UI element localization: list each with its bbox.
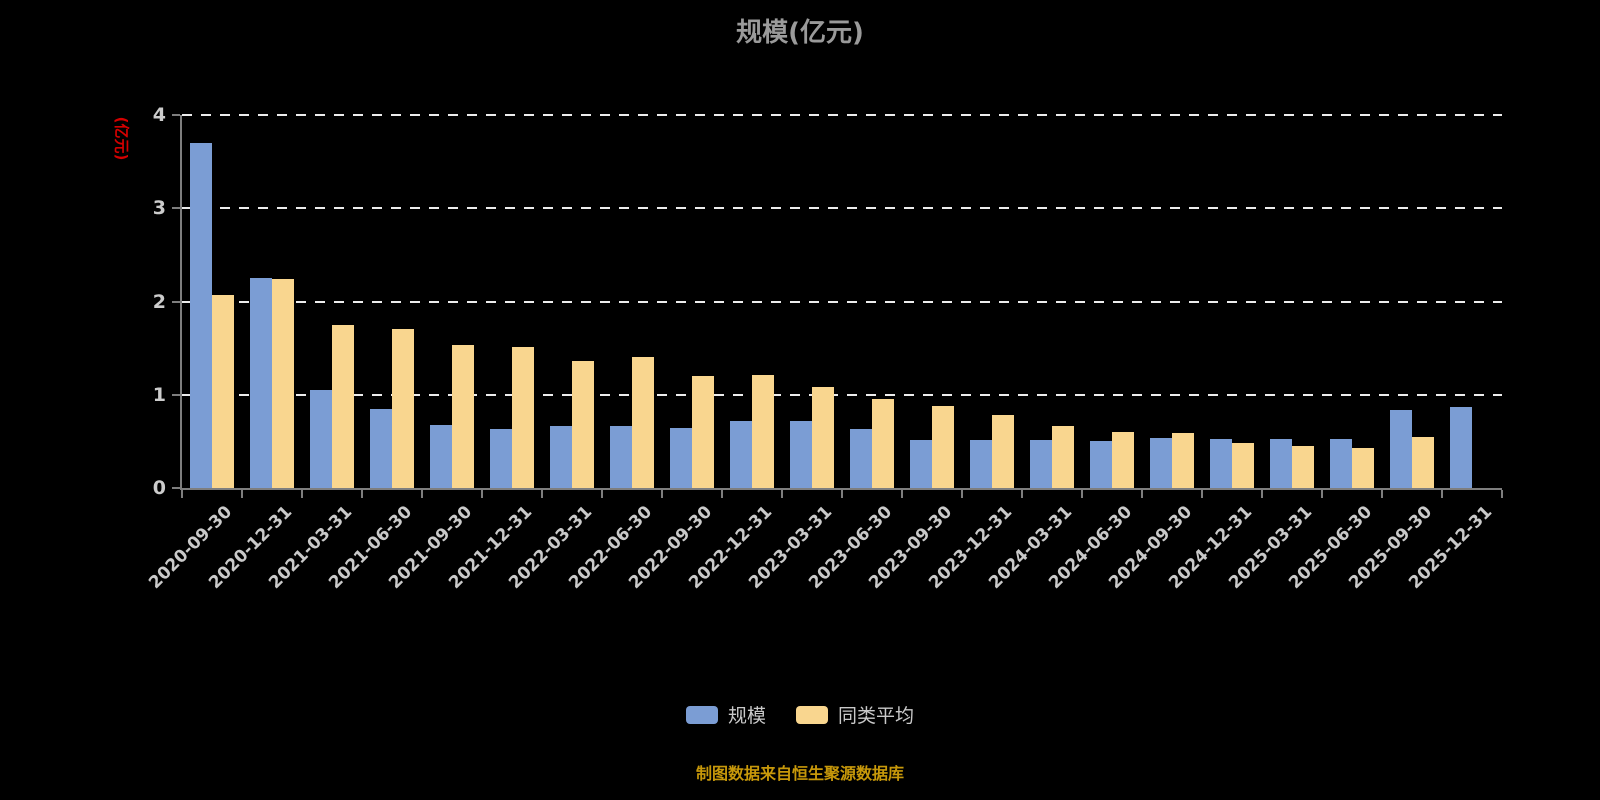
chart-title: 规模(亿元) xyxy=(736,18,864,48)
bar-同类平均-2021-12-31 xyxy=(512,347,534,488)
legend-item-scale[interactable]: 规模 xyxy=(685,701,766,728)
bar-规模-2022-03-31 xyxy=(550,426,572,488)
bar-同类平均-2022-09-30 xyxy=(692,376,714,488)
gridline-4 xyxy=(182,114,1502,116)
legend-swatch-scale xyxy=(685,705,718,724)
bar-规模-2021-03-31 xyxy=(310,390,332,488)
bar-同类平均-2022-12-31 xyxy=(752,375,774,488)
bar-规模-2023-06-30 xyxy=(850,429,872,488)
x-axis-tick xyxy=(1081,490,1083,498)
bar-规模-2021-12-31 xyxy=(490,429,512,488)
x-axis-tick xyxy=(1501,490,1503,498)
legend-label-average: 同类平均 xyxy=(838,705,915,727)
x-axis-tick xyxy=(661,490,663,498)
bar-规模-2024-09-30 xyxy=(1150,437,1172,488)
bar-规模-2022-09-30 xyxy=(670,428,692,488)
x-axis-tick xyxy=(421,490,423,498)
legend: 规模 同类平均 xyxy=(0,701,1600,728)
x-axis-tick xyxy=(901,490,903,498)
y-axis-label-0: 0 xyxy=(152,477,166,499)
bar-规模-2021-06-30 xyxy=(370,408,392,488)
y-axis-tick-1 xyxy=(172,393,180,396)
x-axis-tick xyxy=(781,490,783,498)
x-axis-tick xyxy=(1261,490,1263,498)
y-axis-tick-0 xyxy=(172,487,180,489)
bar-同类平均-2024-09-30 xyxy=(1172,432,1194,488)
x-axis-tick xyxy=(1321,490,1323,498)
x-axis-tick xyxy=(1381,490,1383,498)
bar-同类平均-2024-06-30 xyxy=(1112,432,1134,488)
gridline-1 xyxy=(182,393,1502,396)
gridline-2 xyxy=(182,300,1502,303)
bar-规模-2025-06-30 xyxy=(1330,438,1352,488)
bar-规模-2022-06-30 xyxy=(610,426,632,488)
bar-同类平均-2020-12-31 xyxy=(272,279,294,488)
y-axis-tick-3 xyxy=(172,207,180,210)
bar-同类平均-2023-03-31 xyxy=(812,387,834,488)
legend-swatch-average xyxy=(796,705,828,724)
bar-规模-2022-12-31 xyxy=(730,420,752,488)
bar-同类平均-2023-09-30 xyxy=(932,405,954,488)
bar-同类平均-2020-09-30 xyxy=(212,294,234,488)
y-axis-label-3: 3 xyxy=(152,197,166,220)
bar-规模-2025-12-31 xyxy=(1450,406,1472,488)
x-axis-tick xyxy=(601,490,603,498)
bar-规模-2023-09-30 xyxy=(910,439,932,488)
x-axis-tick xyxy=(181,490,183,498)
bar-同类平均-2025-03-31 xyxy=(1292,446,1314,488)
x-axis-tick xyxy=(1441,490,1443,498)
legend-label-scale: 规模 xyxy=(727,705,766,727)
bar-同类平均-2024-03-31 xyxy=(1052,425,1074,488)
x-axis-tick xyxy=(241,490,243,498)
x-axis-tick xyxy=(841,490,843,498)
x-axis-tick xyxy=(1141,490,1143,498)
x-axis-tick xyxy=(301,490,303,498)
bar-同类平均-2025-09-30 xyxy=(1412,436,1434,488)
bar-同类平均-2021-06-30 xyxy=(392,329,414,488)
y-axis-tick-2 xyxy=(172,300,180,303)
legend-item-average[interactable]: 同类平均 xyxy=(796,701,914,728)
bar-同类平均-2021-03-31 xyxy=(332,324,354,488)
plot-area: 0 1 2 3 4 2020-09-30 2020-12-31 2021-03-31 2021-… xyxy=(145,104,1503,593)
bar-规模-2021-09-30 xyxy=(430,424,452,488)
bar-规模-2025-09-30 xyxy=(1390,409,1412,488)
gridline-3 xyxy=(182,207,1502,210)
x-axis-tick xyxy=(1201,490,1203,498)
x-axis-tick xyxy=(961,490,963,498)
bar-规模-2025-03-31 xyxy=(1270,438,1292,488)
y-axis-label-4: 4 xyxy=(152,104,166,126)
bar-规模-2023-03-31 xyxy=(790,420,812,488)
bar-规模-2020-12-31 xyxy=(250,278,272,488)
bar-同类平均-2023-06-30 xyxy=(872,399,894,488)
x-axis-tick xyxy=(541,490,543,498)
x-axis-tick xyxy=(1021,490,1023,498)
bar-同类平均-2022-06-30 xyxy=(632,356,654,488)
bar-同类平均-2022-03-31 xyxy=(572,361,594,488)
source-note: 制图数据来自恒生聚源数据库 xyxy=(695,764,904,783)
bar-同类平均-2025-06-30 xyxy=(1352,447,1374,488)
bar-规模-2024-06-30 xyxy=(1090,441,1112,488)
x-axis-tick xyxy=(481,490,483,498)
x-axis-tick xyxy=(361,490,363,498)
bar-规模-2023-12-31 xyxy=(970,439,992,488)
bar-规模-2024-03-31 xyxy=(1030,440,1052,488)
bar-同类平均-2021-09-30 xyxy=(452,345,474,488)
y-axis-label-1: 1 xyxy=(152,383,166,406)
bar-规模-2024-12-31 xyxy=(1210,438,1232,488)
x-axis-tick xyxy=(721,490,723,498)
y-axis-label-2: 2 xyxy=(152,290,166,313)
y-axis-tick-4 xyxy=(172,114,180,116)
bar-同类平均-2023-12-31 xyxy=(992,415,1014,488)
bar-同类平均-2024-12-31 xyxy=(1232,443,1254,488)
bar-规模-2020-09-30 xyxy=(190,142,212,488)
